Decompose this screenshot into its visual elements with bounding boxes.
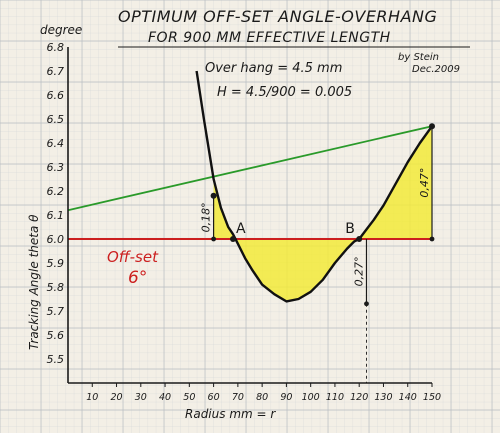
fill-area-middle — [233, 234, 360, 302]
y-tick-label: 6.4 — [47, 137, 65, 150]
x-tick-label: 140 — [399, 392, 417, 403]
chart-title-line-1: OPTIMUM OFF-SET ANGLE-OVERHANG — [118, 7, 437, 26]
x-tick-label: 60 — [208, 392, 220, 403]
marker-group: 0,18° 0,27° 0,47° — [200, 126, 435, 383]
x-tick-label: 30 — [135, 392, 147, 403]
x-tick-label: 100 — [302, 392, 320, 403]
y-tick-label: 5.9 — [47, 257, 65, 270]
null-point-dot — [230, 236, 237, 242]
offset-label: Off-set — [107, 248, 159, 266]
fill-area-left — [213, 179, 233, 239]
null-point-label: A — [236, 221, 246, 237]
axes — [67, 47, 432, 384]
y-axis-label: Tracking Angle theta θ — [27, 214, 41, 350]
x-tick-labels: 10 20 30 40 50 60 70 80 90 100 110 120 130 140 150 — [86, 383, 441, 403]
null-point-label: B — [345, 221, 355, 237]
tracking-curve — [195, 70, 433, 303]
x-axis-label: Radius mm = r — [185, 407, 276, 421]
x-tick-label: 110 — [326, 392, 344, 403]
x-tick-label: 20 — [110, 392, 122, 403]
marker-label: 0,18° — [200, 202, 213, 232]
y-tick-labels: 6.8 6.7 6.6 6.5 6.4 6.3 6.2 6.1 6.0 5.9 5.8 5.7 5.6 5… — [47, 41, 65, 366]
chart-title-line-2: FOR 900 MM EFFECTIVE LENGTH — [148, 30, 391, 46]
x-tick-label: 150 — [423, 392, 441, 403]
marker-label: 0,27° — [352, 256, 365, 286]
overhang-formula: Over hang = 4.5 mm — [205, 61, 342, 76]
y-tick-label: 6.2 — [47, 185, 65, 198]
y-tick-label: 5.5 — [47, 353, 65, 366]
y-tick-label: 5.7 — [47, 305, 65, 318]
y-tick-label: 6.8 — [47, 41, 65, 54]
x-tick-label: 40 — [159, 392, 171, 403]
y-tick-label: 5.8 — [47, 281, 65, 294]
y-unit-label: degree — [40, 23, 82, 37]
marker-label: 0,47° — [418, 168, 431, 198]
x-tick-label: 50 — [183, 392, 195, 403]
x-tick-label: 70 — [232, 392, 244, 403]
x-tick-label: 130 — [374, 392, 392, 403]
x-tick-label: 80 — [256, 392, 268, 403]
marker-dot — [429, 236, 435, 242]
offset-value-label: 6° — [128, 268, 147, 288]
x-tick-label: 10 — [86, 392, 98, 403]
y-tick-label: 6.5 — [47, 113, 65, 126]
reference-lines — [67, 125, 433, 240]
h-formula: H = 4.5/900 = 0.005 — [217, 85, 352, 100]
marker-dot — [211, 236, 217, 242]
y-tick-label: 5.6 — [47, 329, 65, 342]
chord-line — [67, 125, 433, 212]
byline-author: by Stein — [398, 52, 439, 63]
null-point-dot — [356, 236, 363, 242]
byline-date: Dec.2009 — [412, 64, 460, 75]
x-tick-label: 120 — [350, 392, 368, 403]
y-tick-label: 6.7 — [47, 65, 65, 78]
y-tick-label: 6.6 — [47, 89, 65, 102]
y-tick-label: 6.3 — [47, 161, 65, 174]
y-tick-label: 6.0 — [47, 233, 65, 246]
x-tick-label: 90 — [280, 392, 292, 403]
y-tick-label: 6.1 — [47, 209, 65, 222]
